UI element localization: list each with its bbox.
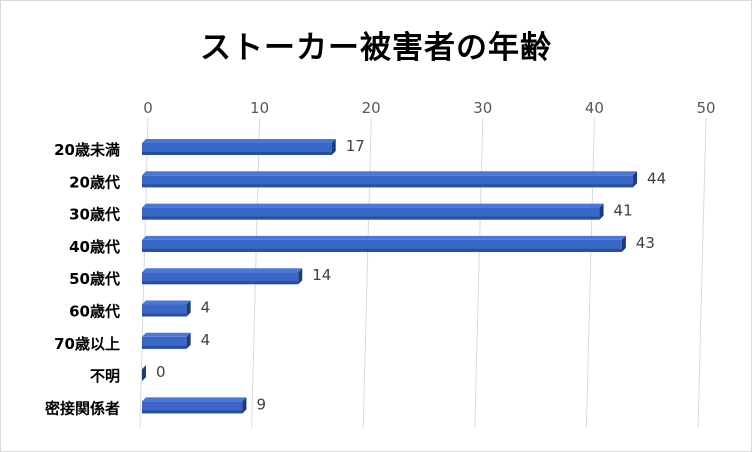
bar-top-face [142,268,303,273]
category-label: 50歳代 [69,270,120,288]
bar-bottom-shade [142,410,243,414]
bar-side-face [331,139,336,155]
gridline-40 [585,117,595,429]
x-tick-label: 20 [362,99,381,117]
category-label: 40歳代 [69,238,120,256]
x-tick-label: 10 [250,99,269,117]
bar-top-face [142,235,626,240]
bar-2 [142,203,604,220]
x-tick-label: 0 [143,99,153,117]
bar-bottom-shade [142,313,187,317]
data-label: 4 [201,331,211,349]
data-label: 41 [614,202,633,220]
bar-side-face [142,365,146,382]
bar-top-face [142,171,638,176]
data-label: 0 [156,363,166,381]
bar-side-face [186,300,191,317]
gridline-30 [474,117,484,429]
bar-0 [142,139,336,155]
bar-top-face [142,397,247,402]
category-label: 不明 [90,367,120,385]
x-tick-label: 40 [585,99,604,117]
data-label: 4 [201,299,211,317]
data-label: 44 [647,169,666,187]
bar-7 [142,365,146,382]
bar-top-face [142,203,604,208]
data-label: 43 [636,234,655,252]
bar-side-face [298,268,303,285]
bar-side-face [599,203,604,220]
x-axis-ticks: 0 10 20 30 40 50 [143,99,715,117]
chart-title: ストーカー被害者の年齢 [200,30,552,66]
bar-4 [142,268,303,285]
category-label: 密接関係者 [45,399,120,417]
bar-bottom-shade [142,152,332,155]
gridline-20 [362,117,372,429]
category-label: 20歳代 [69,173,120,191]
data-label: 17 [346,137,365,155]
bar-top-face [142,332,191,337]
x-tick-label: 30 [473,99,492,117]
bar-6 [142,332,191,349]
bar-8 [142,397,247,414]
bar-3 [142,235,626,252]
bar-5 [142,300,191,317]
bar-side-face [242,397,247,414]
bar-bottom-shade [142,248,622,252]
bars [142,139,638,414]
category-label: 70歳以上 [54,335,120,353]
data-label: 9 [256,395,266,413]
data-label: 14 [312,266,331,284]
category-label: 30歳代 [69,206,120,224]
bar-1 [142,171,638,188]
bar-side-face [186,332,191,349]
bar-bottom-shade [142,216,600,220]
bar-top-face [142,300,191,305]
gridline-50 [697,117,707,429]
bar-bottom-shade [142,345,187,349]
bar-side-face [633,171,638,188]
bar-bottom-shade [142,281,299,285]
x-tick-label: 50 [696,99,715,117]
category-label: 60歳代 [69,303,120,321]
bar-side-face [621,235,626,252]
bar-bottom-shade [142,184,634,188]
bar-top-face [142,139,336,143]
category-label: 20歳未満 [54,141,120,159]
